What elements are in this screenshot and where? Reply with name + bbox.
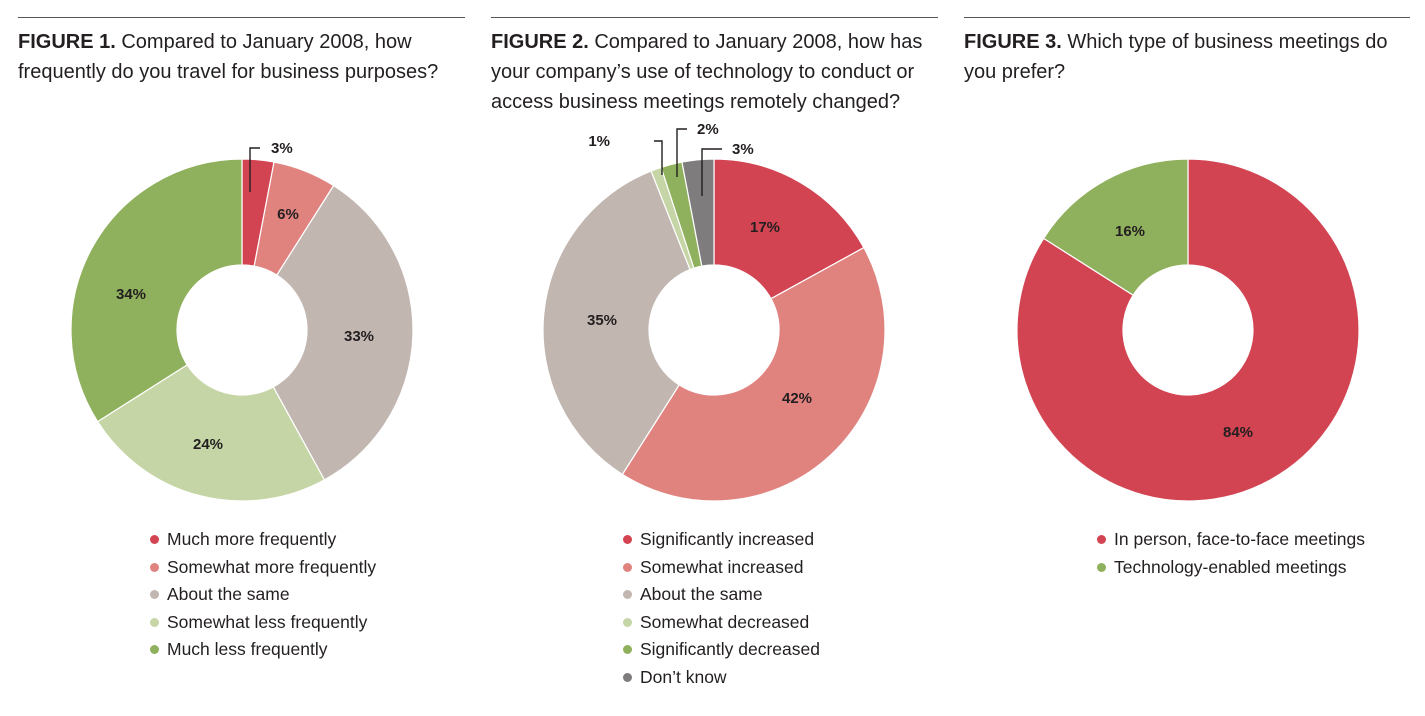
legend-label: Somewhat decreased [640, 611, 810, 632]
legend-label: Much more frequently [167, 529, 337, 549]
slice-about-the-same [542, 170, 691, 476]
figure-3-label: FIGURE 3. [964, 31, 1062, 53]
legend-item-much-more-frequently: Much more frequently [150, 526, 376, 554]
data-label-somewhat-less-frequently: 24% [193, 436, 223, 453]
legend-label: Somewhat less frequently [167, 611, 368, 632]
legend-swatch-icon [623, 590, 632, 600]
figure-3-legend: In person, face-to-face meetings Technolo… [1097, 526, 1365, 581]
data-label-don-t-know: 3% [732, 141, 754, 158]
data-label-much-more-frequently: 3% [271, 140, 293, 157]
legend-swatch-icon [623, 672, 632, 682]
legend-item-much-less-frequently: Much less frequently [150, 636, 376, 664]
legend-label: In person, face-to-face meetings [1114, 529, 1365, 549]
figure-3-title: FIGURE 3. Which type of business meeting… [964, 27, 1414, 87]
legend-item-about-the-same: About the same [623, 581, 820, 609]
legend-item-somewhat-more-frequently: Somewhat more frequently [150, 554, 376, 582]
legend-item-somewhat-less-frequently: Somewhat less frequently [150, 609, 376, 637]
leader-line-much-more-frequently [249, 147, 260, 192]
legend-item-somewhat-decreased: Somewhat decreased [623, 609, 820, 637]
legend-label: Somewhat more frequently [167, 556, 377, 577]
slice-much-less-frequently [70, 158, 243, 423]
data-label-about-the-same: 35% [587, 312, 617, 329]
data-label-significantly-increased: 17% [750, 219, 780, 236]
legend-item-somewhat-increased: Somewhat increased [623, 554, 820, 582]
figure-2-label: FIGURE 2. [491, 31, 589, 53]
legend-swatch-icon [150, 535, 159, 544]
leader-line-don-t-know [701, 148, 722, 196]
data-label-somewhat-increased: 42% [782, 390, 812, 407]
legend-swatch-icon [150, 617, 159, 627]
legend-item-don-t-know: Don’t know [623, 664, 820, 692]
legend-swatch-icon [623, 535, 632, 544]
legend-swatch-icon [1097, 535, 1106, 544]
legend-label: About the same [167, 584, 290, 605]
legend-swatch-icon [623, 617, 632, 627]
slice-don-t-know [681, 158, 715, 267]
figure-1-title: FIGURE 1. Compared to January 2008, how … [18, 27, 468, 87]
data-label-technology-enabled-meetings: 16% [1115, 223, 1145, 240]
slice-in-person-face-to-face-meetings [1016, 158, 1360, 502]
slice-somewhat-increased [621, 246, 886, 502]
legend-item-technology-enabled-meetings: Technology-enabled meetings [1097, 554, 1365, 582]
legend-label: Much less frequently [167, 639, 328, 660]
legend-swatch-icon [150, 562, 159, 572]
slice-significantly-increased [713, 158, 865, 300]
legend-swatch-icon [150, 645, 159, 655]
figure-3-donut-chart: 84% 16% [1016, 158, 1360, 502]
legend-label: Somewhat increased [640, 556, 804, 577]
slice-somewhat-less-frequently [96, 364, 326, 502]
legend-item-significantly-increased: Significantly increased [623, 526, 820, 554]
slice-technology-enabled-meetings [1042, 158, 1189, 296]
data-label-significantly-decreased: 2% [697, 121, 719, 138]
data-label-somewhat-decreased: 1% [588, 133, 610, 150]
figure-1-top-rule [18, 17, 465, 18]
data-label-somewhat-more-frequently: 6% [277, 206, 299, 223]
figure-1-label: FIGURE 1. [18, 31, 116, 53]
legend-label: Significantly increased [640, 529, 815, 549]
data-label-in-person-face-to-face-meetings: 84% [1223, 424, 1253, 441]
legend-swatch-icon [150, 590, 159, 600]
figure-3-question: Which type of business meetings do you p… [964, 31, 1388, 83]
data-label-about-the-same: 33% [344, 328, 374, 345]
data-label-much-less-frequently: 34% [116, 286, 146, 303]
figure-2-top-rule [491, 17, 938, 18]
legend-label: About the same [640, 584, 763, 605]
legend-swatch-icon [623, 562, 632, 572]
figure-3-top-rule [964, 17, 1410, 18]
figure-1-question: Compared to January 2008, how frequently… [18, 31, 439, 83]
legend-swatch-icon [1097, 562, 1106, 572]
figure-1-legend: Much more frequently Somewhat more freque… [150, 526, 376, 664]
legend-item-significantly-decreased: Significantly decreased [623, 636, 820, 664]
figure-1-donut-chart: 6% 33% 24% 34% 3% [70, 140, 414, 502]
legend-label: Significantly decreased [640, 639, 820, 660]
legend-label: Don’t know [640, 666, 727, 687]
leader-line-significantly-decreased [676, 128, 687, 177]
figure-2-question: Compared to January 2008, how has your c… [491, 31, 923, 113]
figure-2-donut-chart: 17% 42% 35% 1% 2% 3% [542, 121, 886, 502]
legend-item-in-person-face-to-face-meetings: In person, face-to-face meetings [1097, 526, 1365, 554]
slice-about-the-same [272, 184, 414, 481]
legend-item-about-the-same: About the same [150, 581, 376, 609]
figure-2-legend: Significantly increased Somewhat increase… [623, 526, 820, 692]
legend-label: Technology-enabled meetings [1114, 556, 1347, 577]
legend-swatch-icon [623, 645, 632, 655]
leader-line-somewhat-decreased [654, 140, 663, 175]
figure-2-title: FIGURE 2. Compared to January 2008, how … [491, 27, 923, 117]
